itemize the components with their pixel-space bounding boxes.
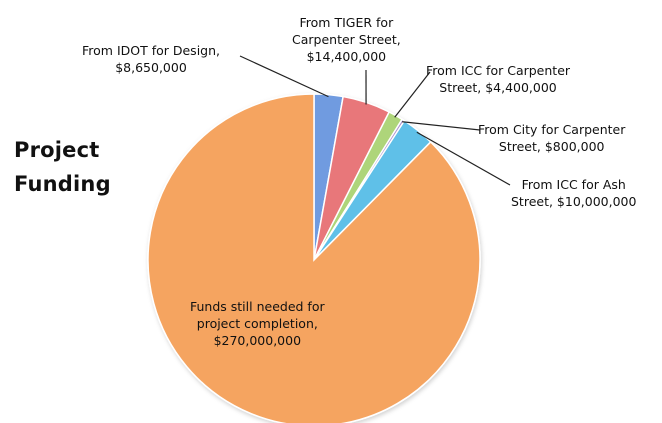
slice-label-name-1: From ICC for Carpenter [426, 63, 571, 78]
leader-line-3 [402, 121, 481, 131]
slice-label-icc-ash: From ICC for Ash Street, $10,000,000 [511, 176, 636, 210]
slice-label-icc-carpenter: From ICC for Carpenter Street, $4,400,00… [426, 62, 570, 96]
leader-line-0 [239, 55, 329, 98]
chart-title-line-1: Project [14, 138, 100, 162]
slice-label-name-2: project completion, [196, 316, 318, 331]
slice-label-name: From IDOT for Design, [82, 43, 220, 58]
slice-label-name-2: Street, $4,400,000 [439, 80, 557, 95]
slice-label-value: $14,400,000 [306, 49, 387, 64]
slice-label-name-1: Funds still needed for [190, 299, 325, 314]
slice-label-value: $8,650,000 [115, 60, 187, 75]
chart-title-line-2: Funding [14, 172, 111, 196]
pie-slice-5 [147, 93, 481, 423]
slice-label-name-1: From TIGER for [299, 15, 394, 30]
slice-label-funds-needed: Funds still needed for project completio… [190, 298, 325, 349]
leader-line-4 [416, 131, 511, 186]
slice-label-value: $270,000,000 [213, 333, 302, 348]
slice-label-city-carpenter: From City for Carpenter Street, $800,000 [478, 121, 625, 155]
leader-line-2 [394, 71, 431, 118]
slice-label-tiger-carpenter: From TIGER for Carpenter Street, $14,400… [292, 14, 401, 65]
slice-label-name-1: From ICC for Ash [521, 177, 626, 192]
slice-label-name-1: From City for Carpenter [478, 122, 626, 137]
slice-label-name-2: Carpenter Street, [292, 32, 401, 47]
slice-label-name-2: Street, $800,000 [498, 139, 605, 154]
slice-label-idot-design: From IDOT for Design, $8,650,000 [82, 42, 220, 76]
pie-slices [147, 93, 481, 423]
slice-label-name-2: Street, $10,000,000 [511, 194, 637, 209]
